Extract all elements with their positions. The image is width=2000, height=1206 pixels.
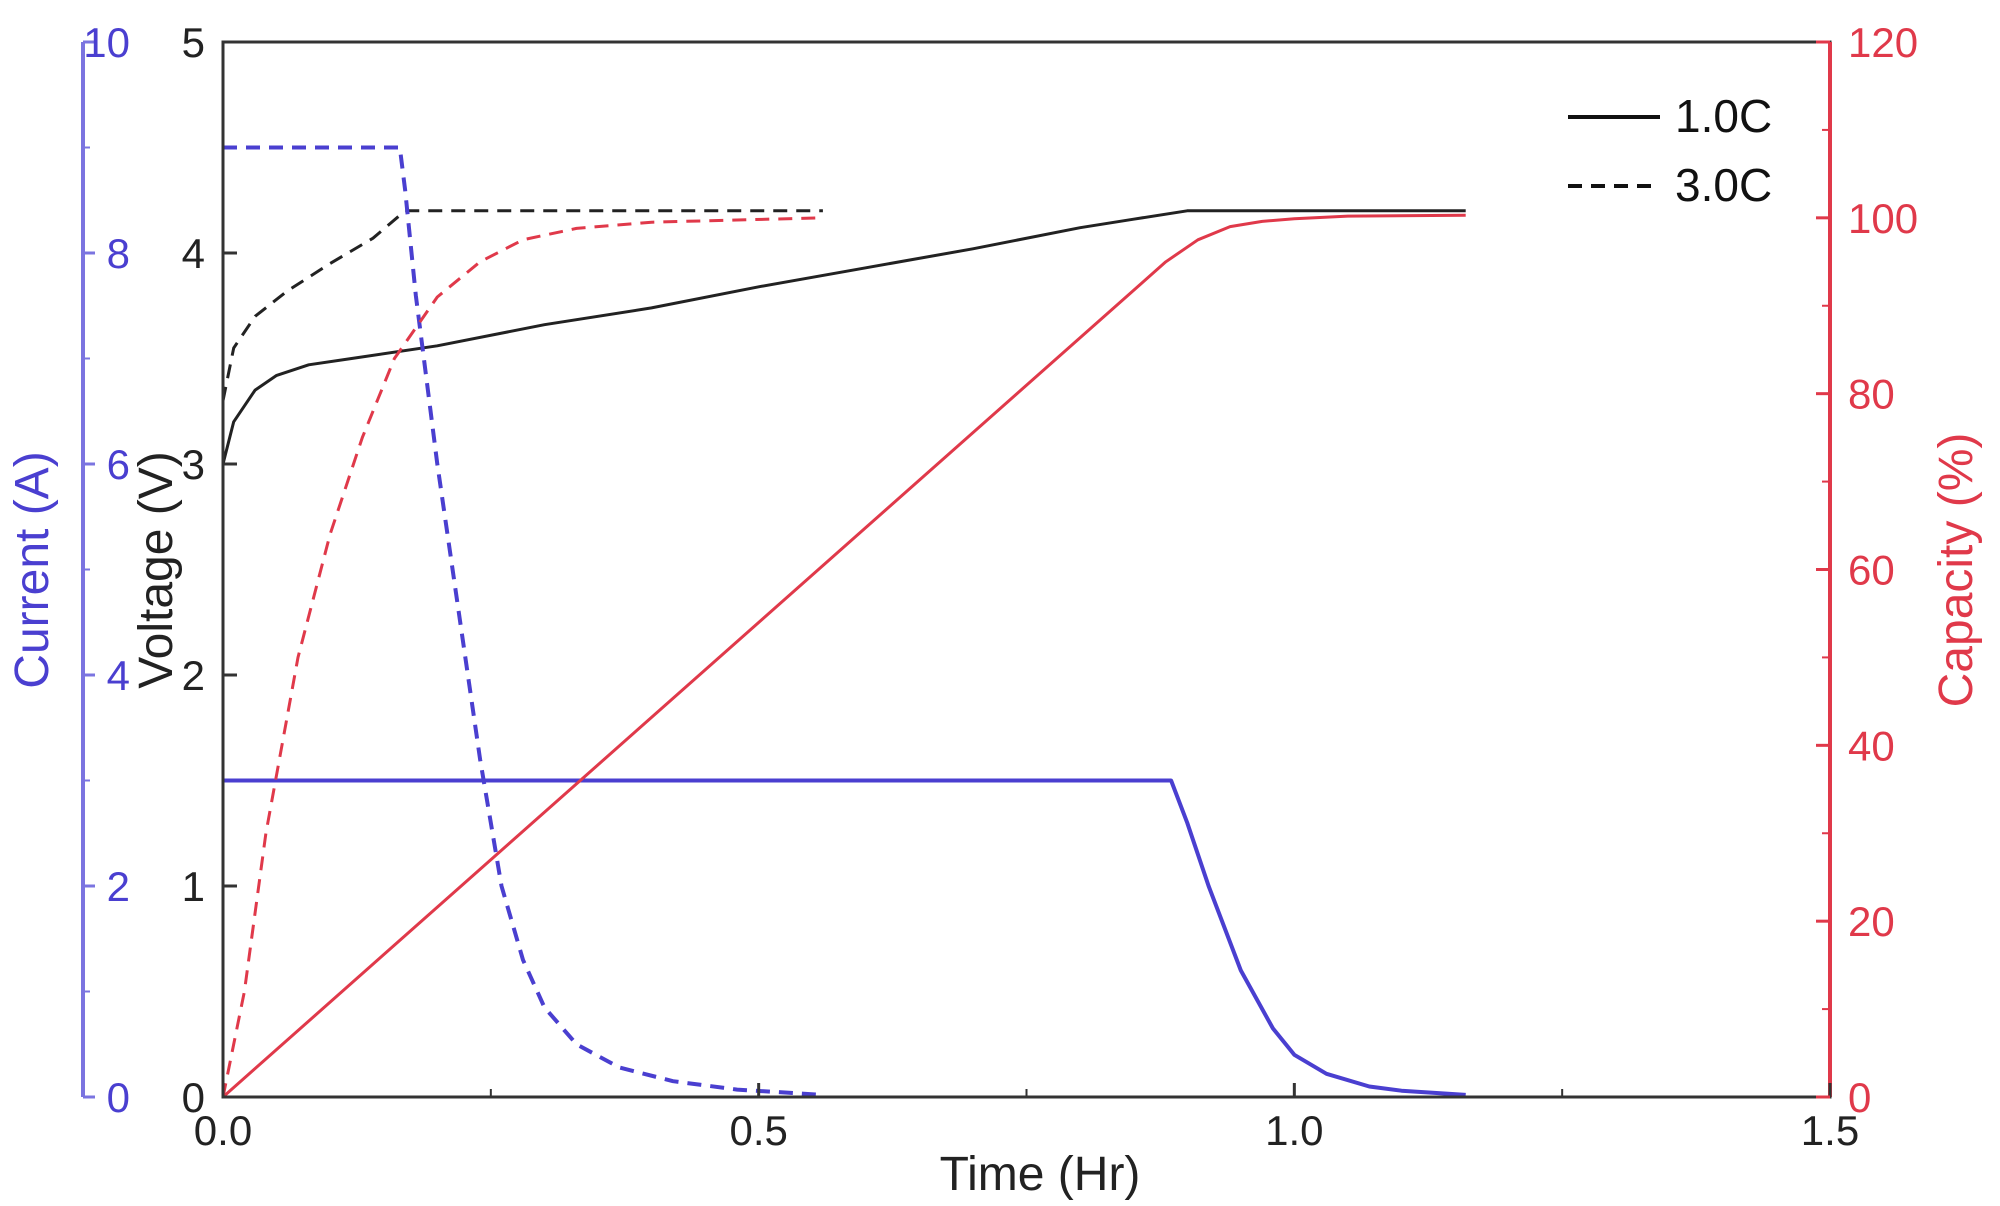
series-capacity-1-0c xyxy=(222,213,1466,1099)
legend-label-3c: 3.0C xyxy=(1675,159,1772,211)
capacity-tick-label: 80 xyxy=(1848,371,1895,418)
x-tick-label: 1.0 xyxy=(1265,1107,1323,1154)
series-voltage-1-0c xyxy=(221,209,1466,465)
series-current-1-0c xyxy=(223,778,1466,1097)
series-current-3-0c xyxy=(223,145,824,1097)
voltage-tick-label: 5 xyxy=(182,19,205,66)
legend: 1.0C 3.0C xyxy=(1568,90,1772,211)
current-tick-label: 8 xyxy=(107,230,130,277)
x-tick-label: 1.5 xyxy=(1801,1107,1859,1154)
capacity-tick-label: 120 xyxy=(1848,19,1918,66)
capacity-tick-label: 100 xyxy=(1848,195,1918,242)
current-axis-title: Current (A) xyxy=(6,451,59,688)
series-capacity-3-0c xyxy=(221,216,823,1098)
capacity-axis-title: Capacity (%) xyxy=(1930,433,1983,708)
legend-label-1c: 1.0C xyxy=(1675,90,1772,142)
x-tick-label: 0.5 xyxy=(729,1107,787,1154)
series-voltage-3-0c xyxy=(221,209,823,401)
capacity-tick-label: 60 xyxy=(1848,547,1895,594)
voltage-tick-label: 1 xyxy=(182,863,205,910)
current-tick-label: 10 xyxy=(83,19,130,66)
x-axis-title: Time (Hr) xyxy=(940,1148,1141,1201)
voltage-axis-title: Voltage (V) xyxy=(130,451,183,688)
current-tick-label: 0 xyxy=(107,1074,130,1121)
capacity-tick-label: 0 xyxy=(1848,1074,1871,1121)
current-tick-label: 2 xyxy=(107,863,130,910)
voltage-tick-label: 3 xyxy=(182,441,205,488)
capacity-tick-label: 40 xyxy=(1848,722,1895,769)
current-tick-label: 4 xyxy=(107,652,130,699)
plot-frame xyxy=(221,40,1832,1099)
voltage-tick-label: 0 xyxy=(182,1074,205,1121)
voltage-tick-label: 2 xyxy=(182,652,205,699)
plot-area xyxy=(221,145,1466,1099)
capacity-tick-label: 20 xyxy=(1848,898,1895,945)
voltage-tick-label: 4 xyxy=(182,230,205,277)
x-tick-label: 0.0 xyxy=(194,1107,252,1154)
current-tick-label: 6 xyxy=(107,441,130,488)
